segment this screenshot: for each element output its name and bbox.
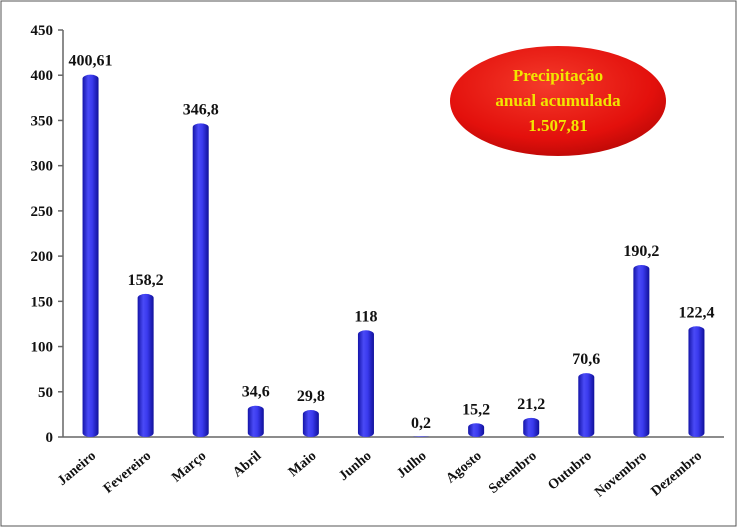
bar — [688, 326, 705, 437]
value-label: 0,2 — [411, 415, 431, 432]
y-tick-label: 200 — [31, 249, 54, 265]
value-label-group: 400,61 158,2 346,8 34,6 29,8 118 0,2 15,2 21,2 70… — [69, 53, 715, 432]
y-tick-group: 0 50 100 150 200 250 300 350 400 450 — [31, 23, 63, 446]
bar — [192, 123, 209, 437]
bar — [633, 264, 650, 437]
value-label: 118 — [354, 308, 377, 325]
value-label: 15,2 — [462, 401, 490, 418]
value-label: 70,6 — [572, 351, 600, 368]
value-label: 21,2 — [517, 396, 545, 413]
bar — [302, 410, 319, 437]
y-tick-label: 0 — [46, 430, 54, 446]
bar — [82, 74, 99, 438]
bar — [247, 405, 264, 437]
y-tick-label: 100 — [31, 340, 54, 356]
bar — [578, 373, 595, 437]
bar — [523, 417, 540, 437]
y-tick-label: 400 — [31, 68, 54, 84]
value-label: 158,2 — [128, 272, 164, 289]
annual-total-annotation: Precipitação anual acumulada 1.507,81 — [450, 46, 666, 156]
y-tick-label: 350 — [31, 113, 54, 129]
annotation-line-2: anual acumulada — [495, 91, 621, 110]
y-tick-label: 450 — [31, 23, 54, 39]
annotation-ellipse — [450, 46, 666, 156]
bar — [357, 330, 374, 437]
bar — [413, 436, 430, 437]
annotation-line-3: 1.507,81 — [528, 116, 588, 135]
value-label: 122,4 — [678, 304, 714, 321]
bar — [137, 293, 154, 437]
y-tick-label: 250 — [31, 204, 54, 220]
value-label: 190,2 — [623, 243, 659, 260]
y-tick-label: 50 — [38, 385, 53, 401]
bar — [468, 423, 485, 437]
y-tick-label: 150 — [31, 294, 54, 310]
value-label: 346,8 — [183, 101, 219, 118]
annotation-line-1: Precipitação — [513, 66, 603, 85]
value-label: 34,6 — [242, 384, 270, 401]
bar-group — [82, 74, 705, 438]
value-label: 29,8 — [297, 388, 325, 405]
value-label: 400,61 — [69, 53, 113, 70]
y-tick-label: 300 — [31, 159, 54, 175]
